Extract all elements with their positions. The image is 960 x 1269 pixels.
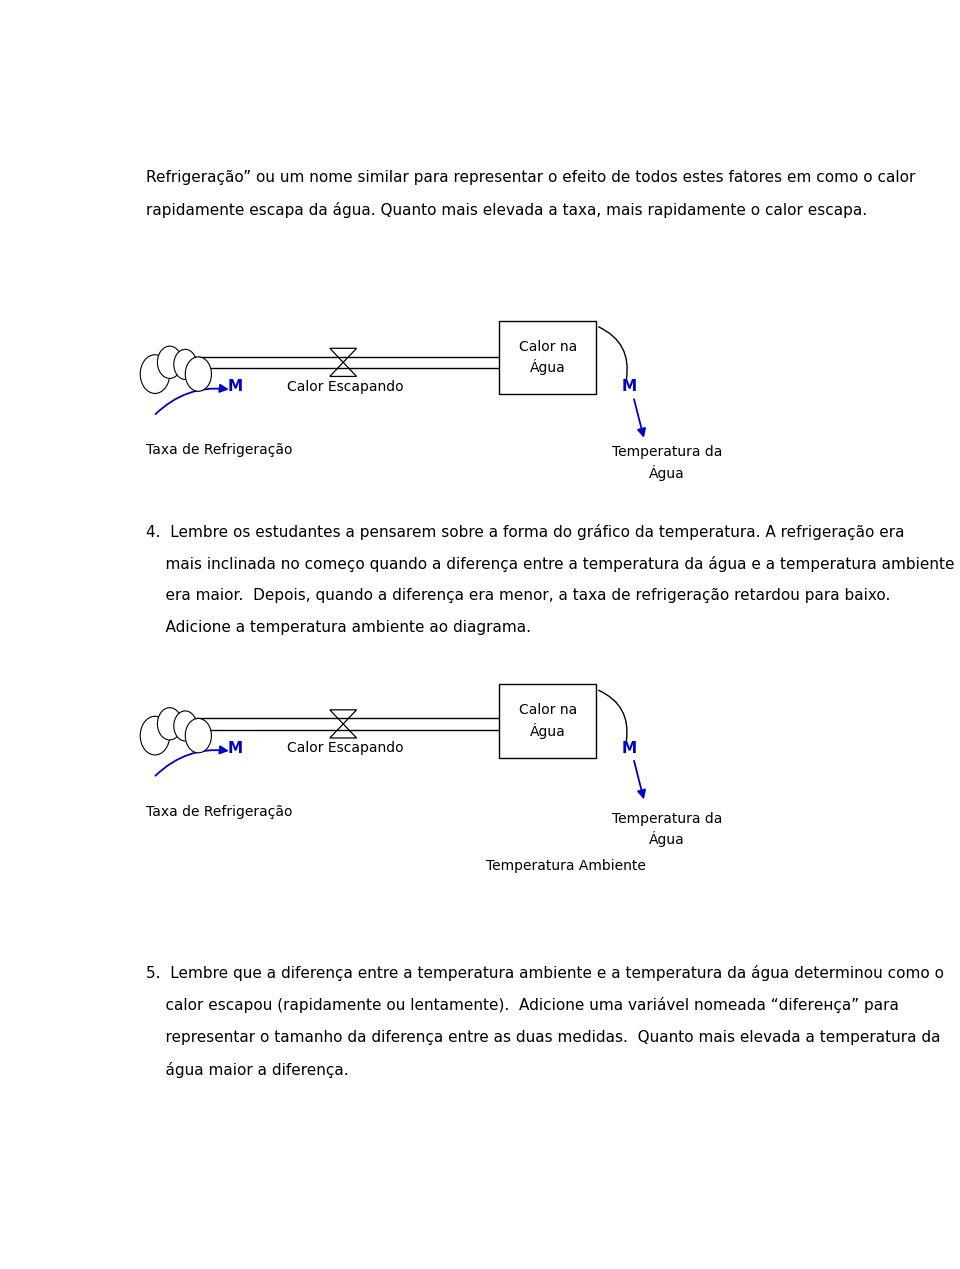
FancyBboxPatch shape (499, 321, 596, 395)
Text: Adicione a temperatura ambiente ao diagrama.: Adicione a temperatura ambiente ao diagr… (146, 621, 531, 636)
Circle shape (157, 346, 182, 378)
Circle shape (174, 349, 197, 379)
Text: M: M (228, 741, 243, 756)
Text: M: M (622, 379, 637, 395)
Text: Calor na
Água: Calor na Água (518, 340, 577, 376)
Text: calor escapou (rapidamente ou lentamente).  Adicione uma variável nomeada “difer: calor escapou (rapidamente ou lentamente… (146, 997, 899, 1014)
Text: 5.  Lembre que a diferença entre a temperatura ambiente e a temperatura da água : 5. Lembre que a diferença entre a temper… (146, 966, 944, 981)
Text: rapidamente escapa da água. Quanto mais elevada a taxa, mais rapidamente o calor: rapidamente escapa da água. Quanto mais … (146, 202, 867, 218)
Text: Temperatura da
Água: Temperatura da Água (612, 812, 722, 846)
Text: água maior a diferença.: água maior a diferença. (146, 1062, 348, 1077)
Text: era maior.  Depois, quando a diferença era menor, a taxa de refrigeração retardo: era maior. Depois, quando a diferença er… (146, 588, 891, 603)
Text: Calor Escapando: Calor Escapando (287, 379, 404, 393)
Text: representar o tamanho da diferença entre as duas medidas.  Quanto mais elevada a: representar o tamanho da diferença entre… (146, 1029, 941, 1044)
Circle shape (174, 711, 197, 741)
Text: mais inclinada no começo quando a diferença entre a temperatura da água e a temp: mais inclinada no começo quando a difere… (146, 556, 954, 572)
Text: Taxa de Refrigeração: Taxa de Refrigeração (146, 443, 293, 457)
Text: Temperatura Ambiente: Temperatura Ambiente (487, 859, 646, 873)
Circle shape (140, 355, 170, 393)
Circle shape (157, 708, 182, 740)
Text: Taxa de Refrigeração: Taxa de Refrigeração (146, 805, 293, 819)
FancyBboxPatch shape (499, 684, 596, 758)
Circle shape (185, 718, 211, 753)
Text: Refrigeração” ou um nome similar para representar o efeito de todos estes fatore: Refrigeração” ou um nome similar para re… (146, 170, 916, 185)
Text: Calor Escapando: Calor Escapando (287, 741, 404, 755)
Circle shape (140, 716, 170, 755)
Text: Temperatura da
Água: Temperatura da Água (612, 445, 722, 481)
Text: Calor na
Água: Calor na Água (518, 703, 577, 739)
Text: 4.  Lembre os estudantes a pensarem sobre a forma do gráfico da temperatura. A r: 4. Lembre os estudantes a pensarem sobre… (146, 524, 904, 539)
Circle shape (185, 357, 211, 391)
Text: M: M (228, 379, 243, 395)
Text: M: M (622, 741, 637, 756)
